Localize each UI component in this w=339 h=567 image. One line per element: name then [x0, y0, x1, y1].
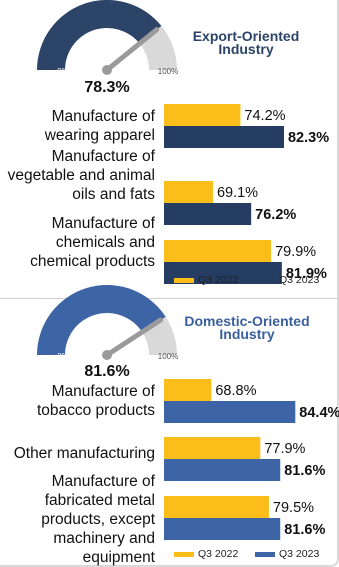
legend-label-1-1: Q3 2023 — [279, 548, 319, 560]
gauge-min-label-1: 0% — [57, 352, 69, 361]
gauge-fill-1 — [37, 284, 166, 355]
gauge-min-label-0: 0% — [57, 67, 69, 76]
legend-label-1-0: Q3 2022 — [198, 548, 238, 560]
gauge-value-0: 78.3% — [84, 79, 129, 96]
bar-1-0-0 — [164, 379, 212, 401]
bar-1-0-1 — [164, 401, 296, 423]
category-label-1-2-4: equipment — [83, 549, 156, 566]
data-label-1-1-1: 81.6% — [284, 463, 325, 479]
category-label-1-2-2: products, except — [41, 511, 155, 528]
data-label-0-2-1: 81.9% — [286, 266, 327, 282]
section-divider — [0, 298, 337, 299]
section-title-0-0: Export-Oriented — [193, 28, 300, 44]
bar-0-1-1 — [164, 203, 252, 225]
data-label-0-1-1: 76.2% — [255, 207, 296, 223]
category-label-0-0-1: wearing apparel — [44, 127, 155, 144]
category-label-0-1-1: vegetable and animal — [8, 167, 155, 184]
legend-swatch-1-1 — [255, 552, 275, 557]
category-label-1-2-3: machinery and — [53, 530, 155, 547]
category-label-1-0-1: tobacco products — [37, 402, 155, 419]
bar-0-2-0 — [164, 240, 272, 262]
gauge-hub-0 — [102, 65, 112, 75]
data-label-0-0-1: 82.3% — [288, 130, 329, 146]
section-title-1-0: Domestic-Oriented — [184, 313, 309, 329]
data-label-1-0-1: 84.4% — [299, 405, 339, 421]
bar-0-0-0 — [164, 104, 241, 126]
category-label-1-1-0: Other manufacturing — [14, 445, 155, 462]
bar-1-2-0 — [164, 496, 269, 518]
gauge-needle-0 — [104, 27, 160, 73]
data-label-1-1-0: 77.9% — [264, 441, 305, 457]
legend-swatch-1-0 — [174, 552, 194, 557]
data-label-1-2-0: 79.5% — [273, 500, 314, 516]
category-label-0-2-1: chemicals and — [56, 234, 155, 251]
bar-1-1-0 — [164, 437, 261, 459]
data-label-0-1-0: 69.1% — [217, 185, 258, 201]
legend-label-0-0: Q3 2022 — [198, 274, 238, 286]
section-title-1-1: Industry — [219, 326, 274, 342]
data-label-0-0-0: 74.2% — [244, 108, 285, 124]
category-label-1-0-0: Manufacture of — [52, 383, 156, 400]
category-label-1-2-0: Manufacture of — [52, 473, 156, 490]
gauge-max-label-1: 100% — [158, 352, 178, 361]
gauge-value-1: 81.6% — [84, 363, 129, 380]
gauge-hub-1 — [102, 350, 112, 360]
gauge-fill-0 — [37, 0, 162, 71]
bar-0-0-1 — [164, 126, 284, 148]
bar-1-1-1 — [164, 459, 281, 481]
category-label-0-2-2: chemical products — [30, 253, 155, 270]
data-label-1-2-1: 81.6% — [284, 522, 325, 538]
data-label-1-0-0: 68.8% — [215, 383, 256, 399]
bar-1-2-1 — [164, 518, 281, 540]
legend-label-0-1: Q3 2023 — [279, 274, 319, 286]
legend-swatch-0-0 — [174, 278, 194, 283]
category-label-0-2-0: Manufacture of — [52, 215, 156, 232]
gauge-needle-1 — [104, 317, 164, 358]
section-title-0-1: Industry — [218, 41, 273, 57]
bar-0-1-0 — [164, 181, 213, 203]
category-label-1-2-1: fabricated metal — [45, 492, 155, 509]
category-label-0-0-0: Manufacture of — [52, 108, 156, 125]
legend-swatch-0-1 — [255, 278, 275, 283]
data-label-0-2-0: 79.9% — [275, 244, 316, 260]
category-label-0-1-0: Manufacture of — [52, 148, 156, 165]
gauge-max-label-0: 100% — [158, 67, 178, 76]
category-label-0-1-2: oils and fats — [72, 186, 155, 203]
